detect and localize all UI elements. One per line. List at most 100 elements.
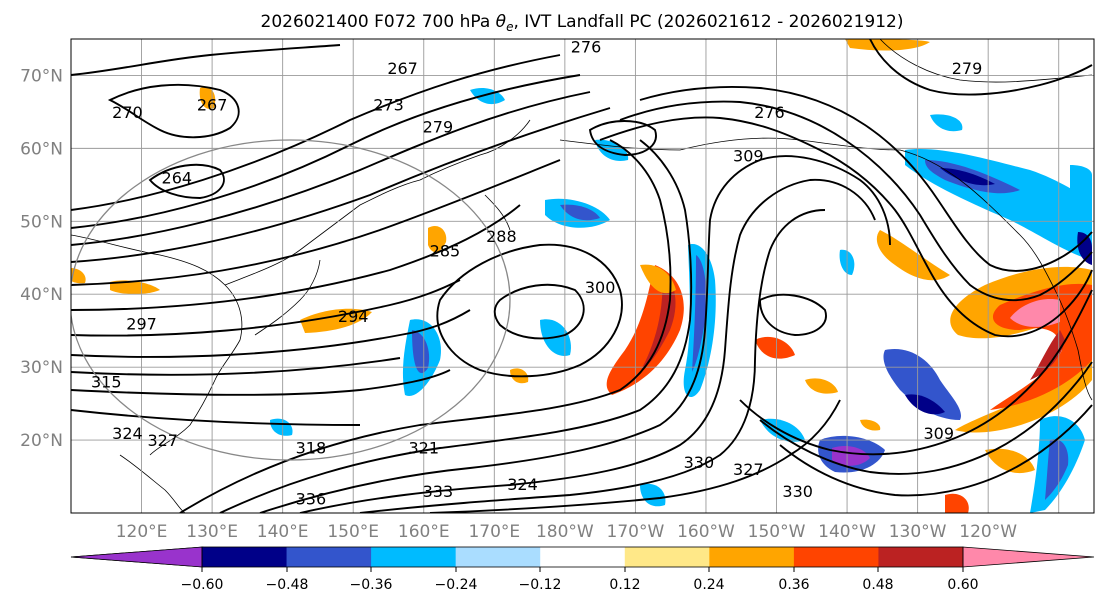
- map-panel: 267 267 270 273 276 276 279 279 264 285 288 294 297 3…: [70, 37, 1095, 514]
- colorbar-tick-label: 0.36: [778, 577, 809, 593]
- colorbar-segment: [202, 547, 288, 567]
- shade-negative-n2: [560, 204, 600, 221]
- contour-label: 279: [952, 59, 983, 78]
- contour-line: [299, 179, 876, 513]
- contour-label: 285: [430, 241, 461, 260]
- contour-label: 267: [197, 96, 228, 115]
- shade-negative-w2: [412, 330, 430, 374]
- contour-label: 276: [571, 37, 602, 56]
- contour-label: 330: [684, 453, 715, 472]
- contour-line: [759, 293, 827, 336]
- lon-label: 130°E: [186, 522, 238, 542]
- contour-line: [148, 163, 225, 199]
- colorbar-extend-low-fill: [71, 547, 202, 567]
- contour-line: [71, 204, 521, 311]
- contour-label: 315: [91, 373, 122, 392]
- contour-line: [71, 91, 591, 246]
- shade-negative-e: [1070, 165, 1092, 245]
- shade-negative-s5: [640, 483, 666, 507]
- shade-positive-north: [845, 39, 930, 51]
- colorbar-tick-label: −0.48: [266, 577, 309, 593]
- contour-line: [493, 283, 585, 340]
- lat-label: 40°N: [20, 285, 63, 305]
- contour-label: 333: [423, 482, 454, 501]
- lon-label: 160°W: [677, 522, 735, 542]
- contour-line: [779, 404, 1093, 497]
- colorbar-segment: [540, 547, 626, 567]
- contour-line: [588, 120, 657, 156]
- colorbar-tick-label: −0.24: [435, 577, 478, 593]
- shade-positive-ch: [110, 280, 160, 295]
- coast-asia: [71, 234, 243, 456]
- reference-ring: [71, 139, 511, 461]
- contour-line: [71, 107, 611, 263]
- coast-arctic: [879, 39, 1093, 83]
- latitude-labels: 20°N 30°N 40°N 50°N 60°N 70°N: [20, 66, 63, 451]
- contour-label: 273: [373, 96, 404, 115]
- contour-label: 300: [585, 278, 616, 297]
- contour-line: [739, 289, 1093, 456]
- lon-label: 150°E: [327, 522, 379, 542]
- contour-labels: 267 267 270 273 276 276 279 279 264 285 288 294 297 3…: [91, 37, 983, 508]
- colorbar-segment: [455, 547, 541, 567]
- contour-line: [71, 74, 581, 229]
- shade-positive-kam: [428, 225, 447, 253]
- lon-label: 150°W: [748, 522, 806, 542]
- colorbar-frame-low: [70, 546, 203, 568]
- shade-positive-ak: [876, 230, 950, 281]
- contour-line: [219, 139, 693, 513]
- lon-label: 170°E: [468, 522, 520, 542]
- contour-line: [71, 44, 341, 76]
- longitude-labels: 120°E 130°E 140°E 150°E 160°E 170°E 180°W 170°W…: [116, 522, 1018, 542]
- shade-positive-wc-3: [1010, 299, 1060, 327]
- figure-title: 2026021400 F072 700 hPa θe, IVT Landfall…: [261, 12, 904, 34]
- colorbar-segment: [624, 547, 710, 567]
- contour-line: [429, 399, 841, 513]
- contour-line: [359, 209, 826, 513]
- coast-kamchatka: [484, 194, 511, 231]
- colorbar-segment: [793, 547, 879, 567]
- lon-label: 140°W: [818, 522, 876, 542]
- shade-negative-trop-2: [832, 446, 870, 466]
- lat-label: 50°N: [20, 212, 63, 232]
- colorbar-tick-label: 0.24: [693, 577, 724, 593]
- lat-label: 60°N: [20, 139, 63, 159]
- colorbar-tick-label: 0.48: [862, 577, 893, 593]
- shade-positive-s3: [860, 419, 881, 431]
- contour-label: 309: [733, 147, 764, 166]
- contour-label: 318: [296, 438, 327, 457]
- contour-line: [107, 83, 240, 139]
- lon-label: 120°E: [116, 522, 168, 542]
- shade-positive-mid-2: [805, 378, 838, 394]
- shade-positive-s2: [985, 448, 1035, 474]
- lon-label: 180°W: [536, 522, 594, 542]
- lon-label: 170°W: [607, 522, 665, 542]
- shade-positive-s: [945, 493, 969, 513]
- shade-positive-w: [71, 268, 86, 284]
- lon-label: 140°E: [257, 522, 309, 542]
- colorbar-segment: [709, 547, 795, 567]
- contour-label: 297: [126, 314, 157, 333]
- colorbar-tick-label: −0.12: [519, 577, 562, 593]
- contour-label: 336: [296, 489, 327, 508]
- lon-label: 120°W: [959, 522, 1017, 542]
- lat-label: 70°N: [20, 66, 63, 86]
- shade-positive-jp: [300, 308, 372, 333]
- contour-label: 270: [112, 103, 143, 122]
- shade-negative-sub-2: [905, 394, 945, 415]
- contour-line: [759, 361, 1093, 475]
- contour-line: [71, 409, 361, 426]
- colorbar-segment: [286, 547, 372, 567]
- contour-label: 264: [162, 169, 193, 188]
- shade-positive-central-2: [640, 270, 676, 372]
- colorbar-segment: [371, 547, 457, 567]
- contour-label: 276: [754, 103, 785, 122]
- contour-line: [599, 116, 1093, 338]
- shade-positive-central-3: [640, 264, 676, 294]
- contour-line: [869, 39, 1093, 96]
- contour-label: 294: [338, 307, 369, 326]
- colorbar-segment: [878, 547, 964, 567]
- contour-line: [639, 85, 1093, 272]
- shade-positive-nw: [199, 87, 216, 110]
- contour-label: 324: [507, 475, 538, 494]
